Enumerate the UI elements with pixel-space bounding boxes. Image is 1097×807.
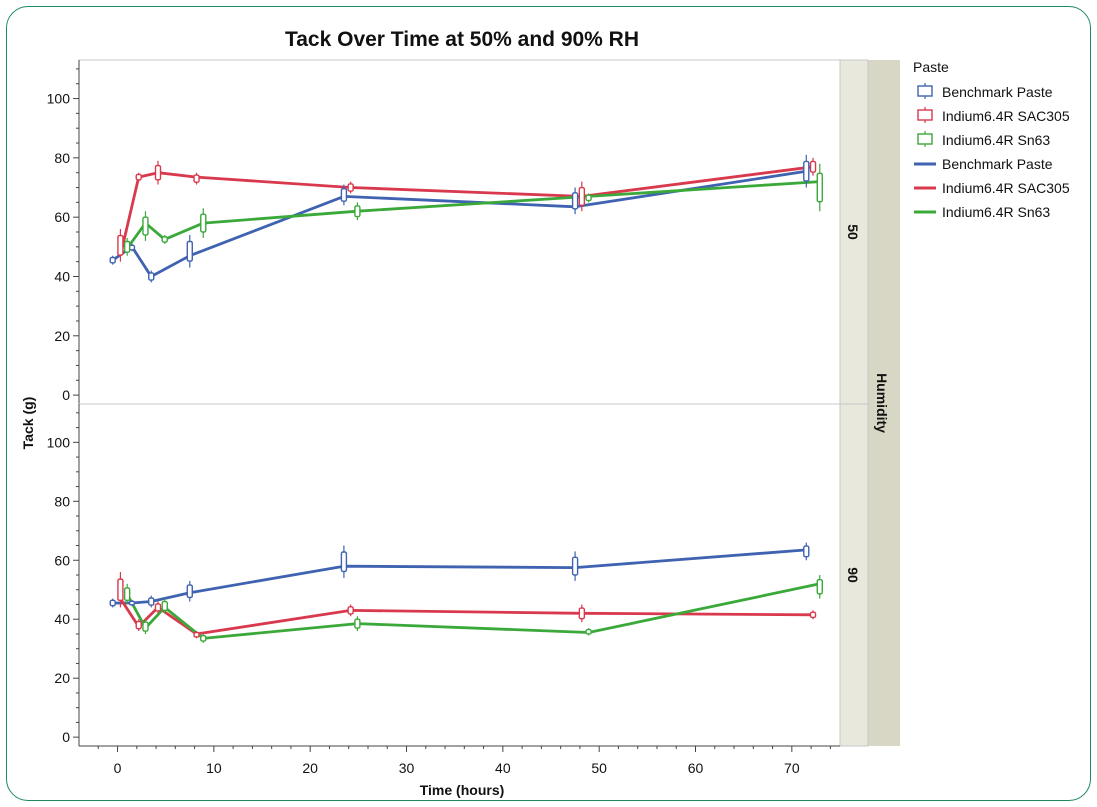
y-tick-label: 0 xyxy=(62,387,70,403)
box-marker xyxy=(128,600,136,606)
legend-entry-label: Benchmark Paste xyxy=(942,156,1053,172)
box-marker xyxy=(578,186,586,207)
box-marker xyxy=(154,164,162,181)
legend-box-swatch xyxy=(917,133,933,145)
y-tick-label: 60 xyxy=(54,209,70,225)
series-line xyxy=(111,169,807,278)
x-tick-label: 40 xyxy=(495,760,511,776)
y-axis-label: Tack (g) xyxy=(20,397,36,450)
box-marker xyxy=(161,236,168,243)
box-marker xyxy=(354,205,361,218)
box-marker xyxy=(193,174,200,183)
box-marker xyxy=(585,194,592,202)
box-marker xyxy=(571,556,579,576)
box-marker xyxy=(803,160,810,182)
box-marker xyxy=(347,606,354,615)
box-marker xyxy=(340,551,348,573)
box-marker xyxy=(809,160,817,173)
box-marker xyxy=(578,607,586,620)
panel-frame xyxy=(78,403,841,747)
box-marker xyxy=(123,240,131,253)
box-marker xyxy=(585,628,592,635)
y-tick-label: 0 xyxy=(62,729,70,745)
legend-entry-label: Indium6.4R SAC305 xyxy=(942,108,1070,124)
box-marker xyxy=(154,603,162,612)
box-marker xyxy=(148,272,155,281)
box-marker xyxy=(816,579,823,595)
series-line xyxy=(112,548,807,605)
legend-entry-label: Benchmark Paste xyxy=(942,84,1053,100)
box-marker xyxy=(347,183,354,192)
panel-strip-label: 90 xyxy=(845,567,861,583)
y-tick-label: 100 xyxy=(47,434,71,450)
x-tick-label: 50 xyxy=(591,760,607,776)
y-tick-label: 40 xyxy=(54,611,70,627)
chart-title: Tack Over Time at 50% and 90% RH xyxy=(285,28,639,51)
panel-frame xyxy=(78,59,841,405)
box-marker xyxy=(200,213,207,233)
box-marker xyxy=(109,256,116,264)
box-marker xyxy=(142,621,149,632)
legend-title: Paste xyxy=(913,59,949,75)
facet-label: Humidity xyxy=(874,373,890,433)
box-marker xyxy=(161,600,168,612)
box-marker xyxy=(135,173,142,181)
y-tick-label: 20 xyxy=(54,670,70,686)
panel-strip xyxy=(839,403,869,747)
box-marker xyxy=(200,635,207,642)
legend-box-swatch xyxy=(917,85,933,97)
legend-entry-label: Indium6.4R Sn63 xyxy=(942,132,1050,148)
box-marker xyxy=(193,631,200,638)
y-tick-label: 20 xyxy=(54,328,70,344)
box-marker xyxy=(803,545,810,558)
box-marker xyxy=(816,172,823,203)
x-tick-label: 30 xyxy=(399,760,415,776)
box-marker xyxy=(142,216,149,236)
box-marker xyxy=(186,240,193,262)
panel-strip xyxy=(839,59,869,405)
panel-strip-label: 50 xyxy=(845,224,861,240)
x-tick-label: 0 xyxy=(114,760,122,776)
y-tick-label: 100 xyxy=(47,91,71,107)
x-tick-label: 60 xyxy=(688,760,704,776)
y-tick-label: 80 xyxy=(54,493,70,509)
box-marker xyxy=(354,618,361,629)
box-marker xyxy=(109,599,116,607)
x-tick-label: 70 xyxy=(784,760,800,776)
box-marker xyxy=(123,587,131,602)
box-marker xyxy=(135,620,142,630)
box-marker xyxy=(186,584,193,599)
box-marker xyxy=(148,597,155,606)
x-tick-label: 10 xyxy=(206,760,222,776)
figure-frame xyxy=(6,6,1091,801)
y-tick-label: 80 xyxy=(54,150,70,166)
legend-entry-label: Indium6.4R SAC305 xyxy=(942,180,1070,196)
y-tick-label: 40 xyxy=(54,268,70,284)
x-axis-label: Time (hours) xyxy=(420,782,505,798)
box-marker xyxy=(571,192,579,210)
box-marker xyxy=(340,188,348,202)
facet-strip xyxy=(868,60,900,746)
box-marker xyxy=(809,611,817,619)
y-tick-label: 60 xyxy=(54,552,70,568)
box-marker xyxy=(117,234,124,256)
legend-entry-label: Indium6.4R Sn63 xyxy=(942,204,1050,220)
box-marker xyxy=(117,578,124,602)
x-tick-label: 20 xyxy=(302,760,318,776)
legend-box-swatch xyxy=(917,109,933,121)
